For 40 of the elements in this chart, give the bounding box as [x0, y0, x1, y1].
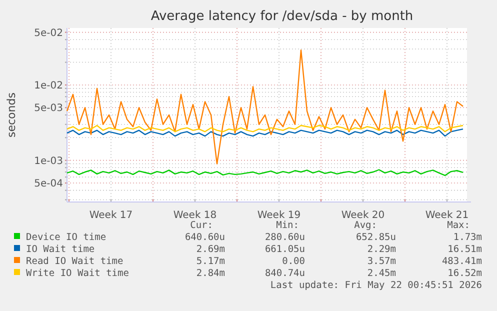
text: 652.85u	[356, 232, 396, 243]
text: Last update: Fri May 22 00:45:51 2026	[270, 280, 482, 291]
line-series	[66, 124, 464, 132]
legend-label: IO Wait time	[26, 244, 95, 255]
line-series	[66, 128, 464, 137]
text: 280.60u	[264, 232, 305, 243]
text: 2.69m	[196, 244, 226, 255]
text: 483.41m	[442, 256, 482, 267]
text: 1.73m	[453, 232, 482, 243]
x-tick-label: Week 18	[173, 210, 217, 221]
x-tick-label: Week 17	[89, 210, 133, 221]
x-tick-label: Week 21	[425, 210, 469, 221]
text: 2.29m	[367, 244, 396, 255]
x-tick-label: Week 20	[341, 210, 385, 221]
legend-label: Write IO Wait time	[26, 268, 130, 279]
chart-title: Average latency for /dev/sda - by month	[150, 9, 414, 24]
legend-label: Device IO time	[26, 232, 106, 243]
text: 840.74u	[264, 268, 305, 279]
text: Avg:	[354, 220, 377, 231]
text: 16.52m	[448, 268, 482, 279]
y-tick-label: 5e-03	[34, 103, 63, 114]
text: 0.00	[282, 256, 306, 267]
legend-label: Read IO Wait time	[26, 256, 124, 267]
text: 16.51m	[448, 244, 482, 255]
text: Max:	[447, 220, 470, 231]
y-axis-title: seconds	[5, 92, 18, 138]
x-tick-label: Week 19	[257, 210, 301, 221]
text: Cur:	[190, 220, 213, 231]
text: 2.45m	[367, 268, 396, 279]
y-tick-label: 5e-04	[34, 178, 63, 190]
y-tick-label: 5e-02	[34, 28, 63, 39]
text: 5.17m	[196, 256, 226, 267]
text: 3.57m	[367, 256, 396, 267]
y-tick-label: 1e-02	[34, 80, 63, 92]
line-series	[66, 50, 464, 164]
text: Min:	[276, 220, 299, 231]
text: 640.60u	[184, 232, 225, 243]
y-tick-label: 1e-03	[34, 156, 63, 167]
text: 2.84m	[196, 268, 226, 279]
text: 661.05u	[264, 244, 305, 255]
